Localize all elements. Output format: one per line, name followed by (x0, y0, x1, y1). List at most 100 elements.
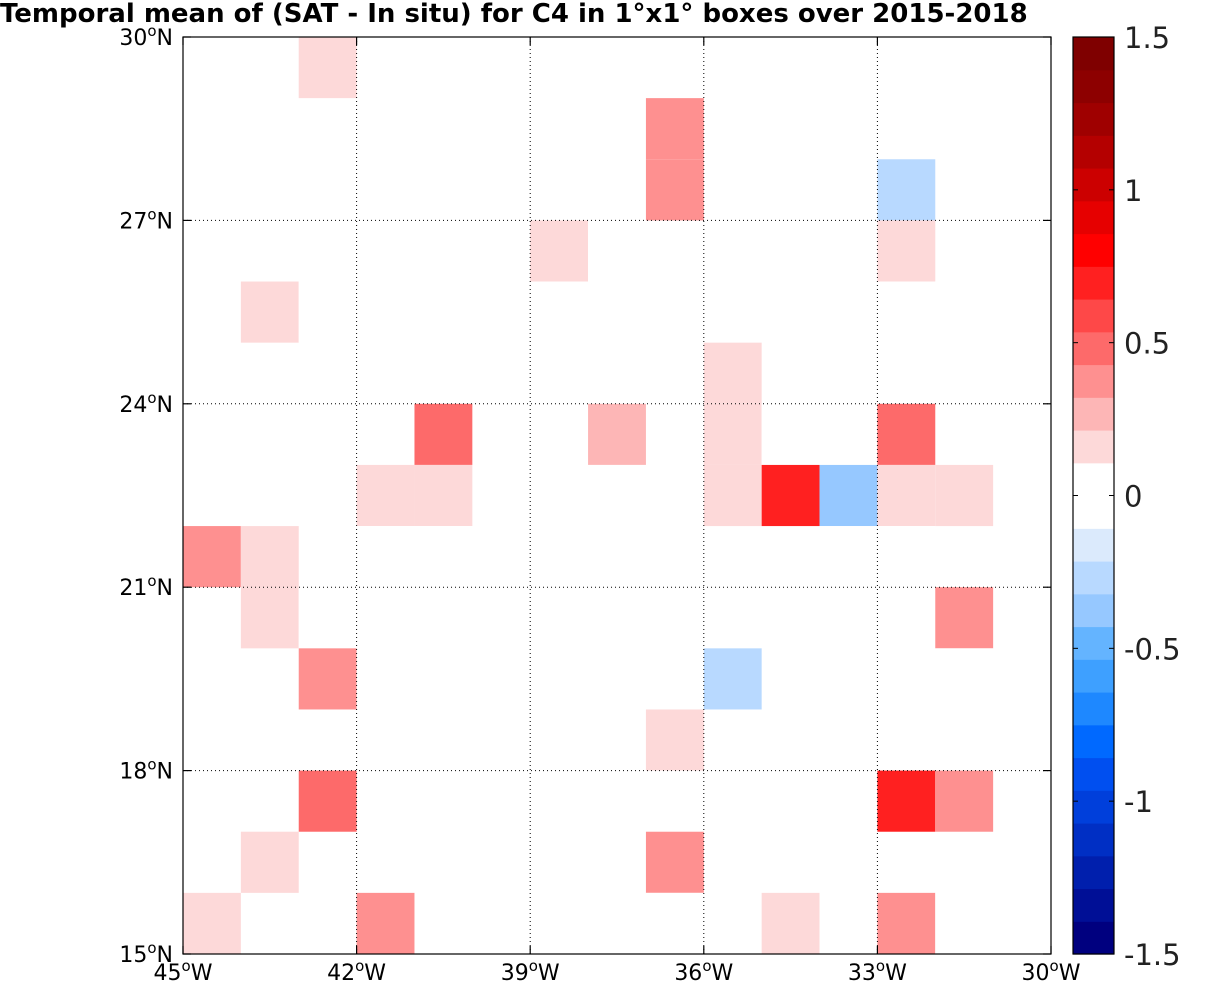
heatmap-cell (183, 220, 241, 282)
colorbar-segment (1073, 397, 1114, 431)
heatmap-cell (183, 281, 241, 343)
heatmap-cell (414, 526, 473, 588)
heatmap-cell (240, 831, 299, 893)
heatmap-cell (935, 892, 994, 954)
heatmap-cell (588, 159, 646, 221)
heatmap-cell (356, 648, 415, 710)
heatmap-cell (298, 648, 357, 710)
heatmap-cell (877, 220, 936, 282)
colorbar-tick-label: -0.5 (1124, 632, 1181, 666)
colorbar-segment (1073, 593, 1114, 628)
colorbar-segment (1073, 266, 1114, 300)
heatmap-cell (414, 770, 473, 832)
colorbar-segment (1073, 855, 1114, 890)
heatmap-cell (645, 648, 704, 710)
colorbar-segment (1073, 626, 1114, 660)
y-tick-labels: 15oN 18oN 21oN 24oN 27oN 30oN (119, 22, 173, 968)
heatmap-cell (588, 709, 646, 771)
heatmap-cell (761, 464, 820, 527)
y-tick-label: 27oN (119, 205, 173, 234)
heatmap-cell (240, 587, 299, 649)
colorbar-tick-label: -1.5 (1124, 938, 1181, 972)
heatmap-cell (819, 709, 878, 771)
x-tick-labels: 45oW 42oW 39oW 36oW 33oW 30oW (154, 957, 1081, 984)
colorbar-segment (1073, 888, 1114, 922)
heatmap-cell (588, 403, 646, 465)
x-tick-label: 30oW (1022, 957, 1081, 984)
heatmap-cell (414, 587, 473, 649)
colorbar-segment (1073, 135, 1114, 169)
heatmap-cell (588, 587, 646, 649)
heatmap-cell (414, 403, 473, 465)
heatmap-cell (877, 892, 936, 954)
colorbar-segment (1073, 430, 1114, 464)
x-tick-label: 39oW (501, 957, 560, 984)
heatmap-cell (588, 98, 646, 160)
colorbar-tick-label: 0.5 (1124, 327, 1170, 361)
heatmap-cell (414, 464, 473, 527)
heatmap-cell (298, 587, 357, 649)
y-tick-label: 30oN (119, 22, 173, 51)
heatmap-cell (877, 464, 936, 527)
colorbar-segment (1073, 364, 1114, 398)
heatmap-cell (819, 464, 878, 527)
colorbar-segment (1073, 102, 1114, 136)
heatmap-cell (877, 526, 936, 588)
heatmap-cell (819, 526, 878, 588)
heatmap-cell (530, 220, 589, 282)
heatmap-cell (645, 892, 704, 954)
heatmap-cell (356, 464, 415, 527)
colorbar-segment (1073, 790, 1114, 824)
x-tick-label: 36oW (674, 957, 733, 984)
colorbar-segment (1073, 233, 1114, 267)
colorbar: 1.5 1 0.5 0 -0.5 -1 -1.5 (1072, 21, 1181, 972)
colorbar-segment (1073, 528, 1114, 562)
colorbar-segment (1073, 757, 1114, 791)
heatmap-cell (935, 464, 994, 527)
colorbar-segment (1073, 692, 1114, 726)
heatmap-cell (298, 37, 357, 99)
heatmap-cell (645, 770, 704, 832)
heatmap-cell (935, 587, 994, 649)
y-tick-label: 18oN (119, 756, 173, 785)
heatmap-cell (645, 587, 704, 649)
colorbar-segment (1073, 168, 1114, 202)
heatmap-cell (819, 648, 878, 710)
heatmap-cell (993, 281, 1051, 343)
heatmap-cell (645, 342, 704, 404)
heatmap-cell (240, 526, 299, 588)
heatmap-cell (761, 892, 820, 954)
heatmap-cell (703, 403, 762, 465)
heatmap-cell (877, 159, 936, 221)
heatmap-cell (703, 342, 762, 404)
colorbar-tick-label: 1 (1124, 174, 1142, 208)
heatmap-cell (819, 892, 878, 954)
heatmap-cell (183, 892, 241, 954)
heatmap-cell (298, 464, 357, 527)
colorbar-segment (1073, 561, 1114, 595)
heatmap-cell (414, 342, 473, 404)
heatmap-cell (645, 709, 704, 771)
gridlines (183, 37, 1051, 954)
heatmap-cell (472, 770, 531, 832)
heatmap-cell (530, 281, 589, 343)
colorbar-segment (1073, 823, 1114, 857)
x-tick-label: 33oW (848, 957, 907, 984)
heatmap-cell (645, 159, 704, 221)
heatmap-cell (183, 526, 241, 588)
heatmap-cell (530, 403, 589, 465)
heatmap-cell (356, 892, 415, 954)
colorbar-segment (1073, 724, 1114, 759)
y-tick-label: 24oN (119, 389, 173, 418)
heatmap-cell (993, 403, 1051, 465)
heatmap-cell (935, 770, 994, 832)
heatmap-cell (530, 709, 589, 771)
colorbar-tick-label: -1 (1124, 785, 1153, 819)
x-tick-label: 45oW (154, 957, 213, 984)
chart-title: Temporal mean of (SAT - In situ) for C4 … (0, 0, 1028, 29)
colorbar-segment (1073, 462, 1114, 497)
heatmap-cell (877, 770, 936, 832)
heatmap-cell (645, 526, 704, 588)
heatmap-cell (588, 220, 646, 282)
